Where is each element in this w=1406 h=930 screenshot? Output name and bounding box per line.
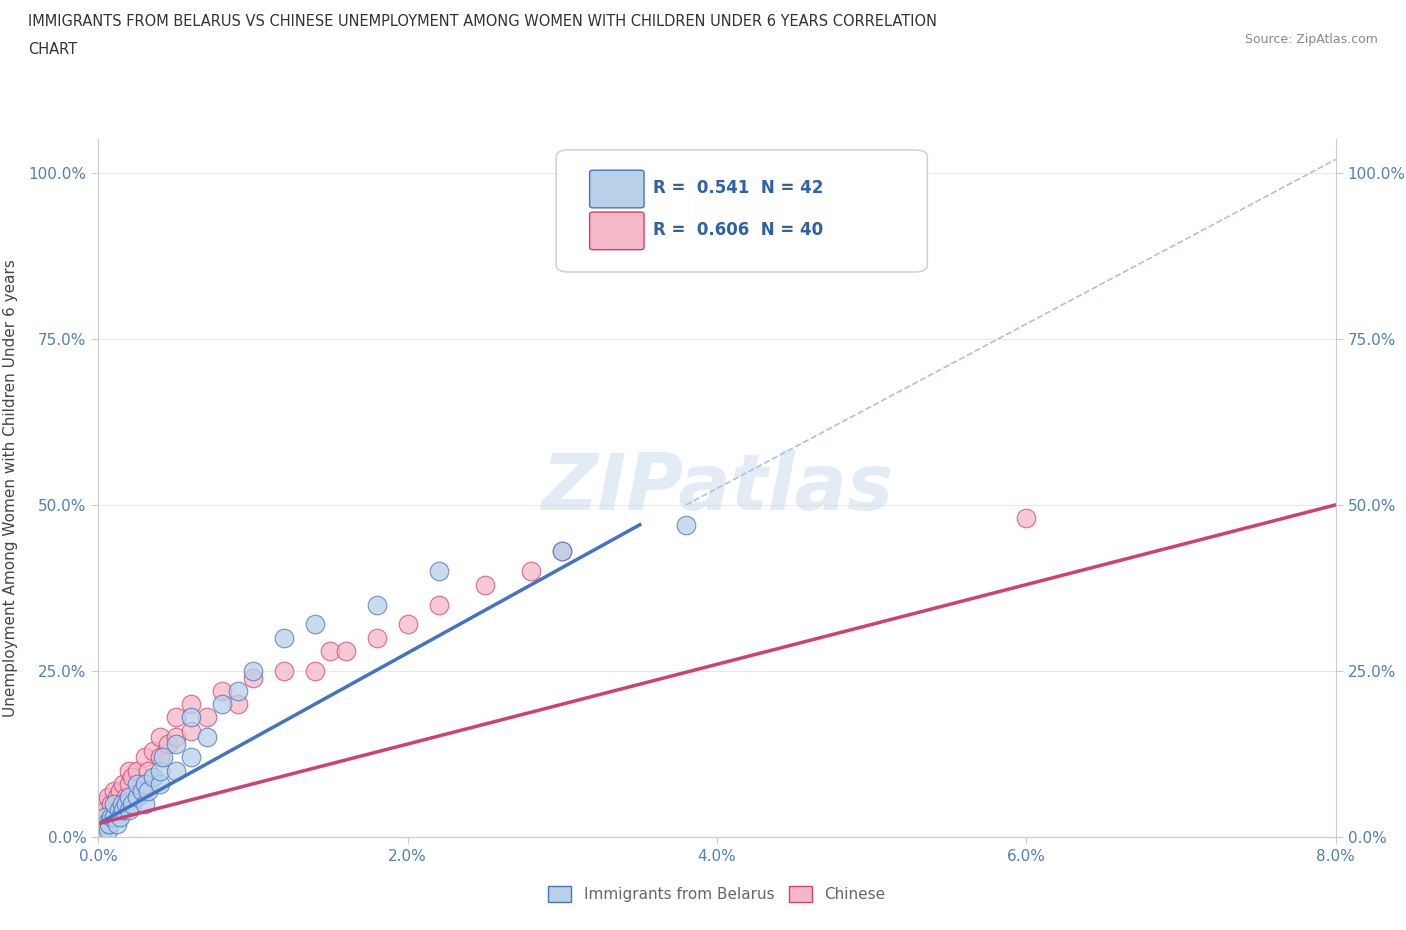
Point [134, 777, 156, 791]
Point [103, 796, 125, 811]
Point [195, 710, 218, 724]
Text: ZIPatlas: ZIPatlas [541, 450, 893, 526]
Point [107, 803, 129, 817]
Point [142, 770, 165, 785]
Text: Source: ZipAtlas.com: Source: ZipAtlas.com [1244, 33, 1378, 46]
Point [108, 810, 131, 825]
Point [180, 710, 202, 724]
Point [96, 803, 118, 817]
Point [149, 777, 172, 791]
Point [118, 764, 141, 778]
Point [112, 777, 135, 791]
Text: CHART: CHART [28, 42, 77, 57]
Point [675, 517, 697, 532]
Point [127, 777, 149, 791]
Point [121, 770, 143, 785]
FancyBboxPatch shape [557, 150, 928, 272]
Point [149, 764, 172, 778]
Point [551, 544, 574, 559]
Point [474, 578, 496, 592]
Point [165, 764, 187, 778]
Point [127, 790, 149, 804]
Point [157, 737, 180, 751]
Point [304, 663, 326, 678]
FancyBboxPatch shape [589, 212, 644, 250]
Point [134, 750, 156, 764]
Point [180, 697, 202, 711]
Point [118, 803, 141, 817]
Point [396, 617, 419, 631]
Point [89, 810, 111, 825]
Point [195, 730, 218, 745]
Point [242, 671, 264, 685]
Point [427, 597, 450, 612]
Point [180, 750, 202, 764]
Point [427, 564, 450, 578]
Point [118, 777, 141, 791]
Point [366, 597, 388, 612]
Point [551, 544, 574, 559]
Point [273, 663, 295, 678]
Point [112, 803, 135, 817]
Point [242, 663, 264, 678]
Point [136, 783, 159, 798]
Text: R =  0.541  N = 42: R = 0.541 N = 42 [652, 179, 823, 197]
Point [319, 644, 342, 658]
Point [91, 796, 114, 811]
Point [134, 796, 156, 811]
Point [108, 783, 131, 798]
Point [105, 817, 128, 831]
Point [100, 796, 122, 811]
FancyBboxPatch shape [589, 170, 644, 208]
Point [165, 737, 187, 751]
Point [103, 810, 125, 825]
Point [165, 710, 187, 724]
Point [103, 783, 125, 798]
Point [304, 617, 326, 631]
Point [118, 790, 141, 804]
Point [105, 790, 128, 804]
Point [520, 564, 543, 578]
Point [273, 631, 295, 645]
Point [226, 697, 249, 711]
Point [127, 764, 149, 778]
Point [1015, 511, 1038, 525]
Point [111, 796, 134, 811]
Point [134, 777, 156, 791]
Point [90, 817, 112, 831]
Point [115, 796, 138, 811]
Text: IMMIGRANTS FROM BELARUS VS CHINESE UNEMPLOYMENT AMONG WOMEN WITH CHILDREN UNDER : IMMIGRANTS FROM BELARUS VS CHINESE UNEMP… [28, 14, 938, 29]
Point [149, 730, 172, 745]
Point [226, 684, 249, 698]
Point [180, 724, 202, 738]
Point [98, 817, 121, 831]
Point [165, 730, 187, 745]
Point [335, 644, 357, 658]
Point [91, 823, 114, 838]
Point [211, 697, 233, 711]
Point [115, 790, 138, 804]
Point [142, 743, 165, 758]
Point [121, 796, 143, 811]
Point [211, 684, 233, 698]
Legend: Immigrants from Belarus, Chinese: Immigrants from Belarus, Chinese [541, 878, 893, 910]
Point [136, 764, 159, 778]
Point [97, 790, 120, 804]
Point [93, 810, 115, 825]
Point [131, 783, 153, 798]
Y-axis label: Unemployment Among Women with Children Under 6 years: Unemployment Among Women with Children U… [3, 259, 17, 717]
Point [100, 810, 122, 825]
Point [149, 750, 172, 764]
Point [96, 817, 118, 831]
Point [366, 631, 388, 645]
Point [152, 750, 174, 764]
Point [97, 823, 120, 838]
Text: R =  0.606  N = 40: R = 0.606 N = 40 [652, 221, 823, 239]
